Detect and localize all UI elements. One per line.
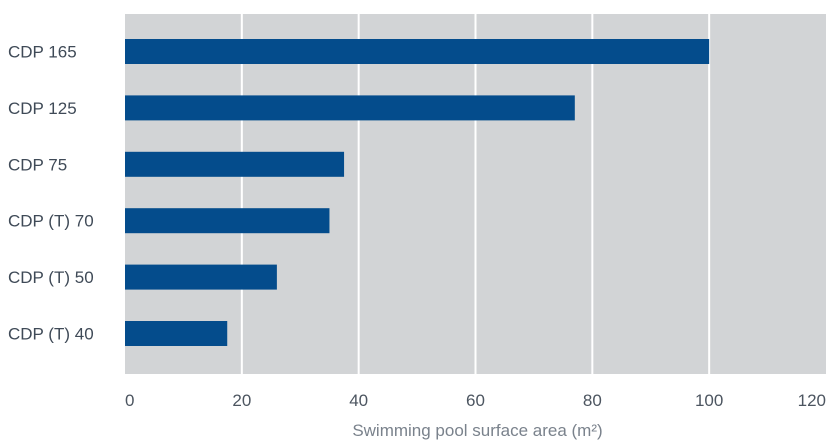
bar: [125, 39, 710, 64]
x-tick-labels: 0 20 40 60 80 100 120: [125, 391, 826, 410]
x-tick-label: 100: [695, 391, 723, 410]
category-label: CDP 165: [8, 43, 77, 62]
x-tick-label: 80: [583, 391, 602, 410]
category-label: CDP 125: [8, 99, 77, 118]
gridlines: [240, 14, 711, 374]
bar: [125, 151, 345, 177]
x-tick-label: 0: [125, 391, 134, 410]
category-label: CDP (T) 70: [8, 212, 94, 231]
bar: [125, 321, 228, 346]
category-labels: CDP 165 CDP 125 CDP 75 CDP (T) 70 CDP (T) 50…: [8, 43, 94, 344]
x-tick-label: 60: [466, 391, 485, 410]
x-tick-label: 120: [798, 391, 826, 410]
x-axis-title: Swimming pool surface area (m²): [352, 421, 602, 440]
category-label: CDP (T) 40: [8, 325, 94, 344]
bar: [125, 264, 277, 290]
category-label: CDP (T) 50: [8, 268, 94, 287]
bars: [125, 39, 710, 346]
x-tick-label: 40: [349, 391, 368, 410]
x-tick-label: 20: [232, 391, 251, 410]
bar: [125, 95, 575, 121]
bar: [125, 208, 330, 234]
category-label: CDP 75: [8, 155, 67, 174]
